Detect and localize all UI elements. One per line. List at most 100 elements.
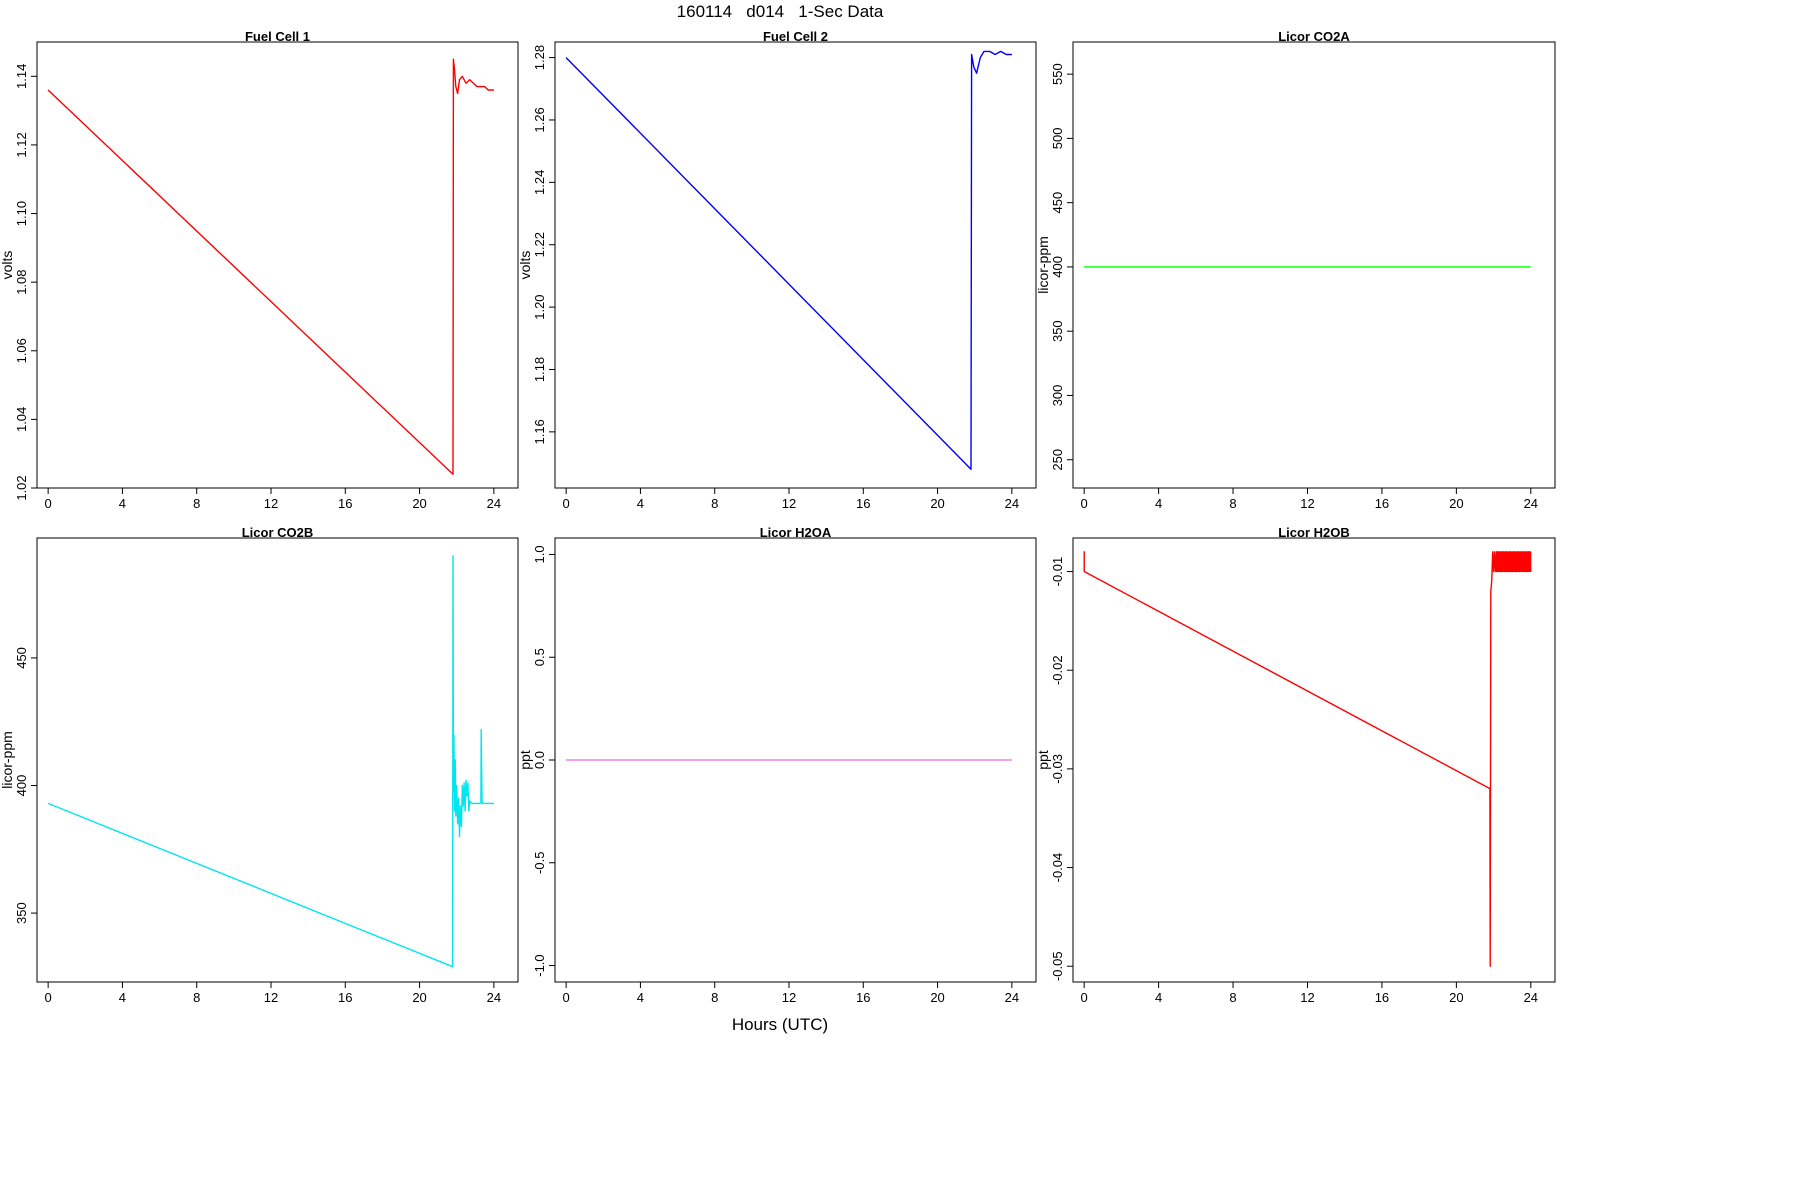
x-tick-label: 24 (487, 496, 501, 511)
y-axis-label: volts (517, 251, 533, 280)
y-tick-label: 400 (1050, 256, 1065, 278)
panel-title: Fuel Cell 1 (245, 29, 310, 44)
y-tick-label: 550 (1050, 63, 1065, 85)
plot-frame (1072, 41, 1556, 489)
x-tick-label: 8 (193, 990, 200, 1005)
x-tick-label: 0 (563, 990, 570, 1005)
y-tick-label: -1.0 (532, 954, 547, 976)
x-tick-label: 8 (1229, 990, 1236, 1005)
chart-panel-2: Fuel Cell 2 volts 0 4 8 12 16 20 24 1.16 1.18 1.20 1… (517, 29, 1037, 511)
y-axis-label: ppt (1035, 750, 1051, 770)
x-tick-label: 16 (856, 990, 870, 1005)
plot-frame (36, 537, 519, 983)
y-tick-label: 1.08 (14, 269, 29, 294)
x-tick-label: 0 (45, 496, 52, 511)
y-tick-label: 1.20 (532, 294, 547, 319)
x-tick-label: 24 (487, 990, 501, 1005)
x-tick-label: 4 (119, 990, 126, 1005)
y-tick-label: 1.16 (532, 419, 547, 444)
x-tick-label: 8 (193, 496, 200, 511)
x-tick-label: 0 (1081, 496, 1088, 511)
panel-title: Fuel Cell 2 (763, 29, 828, 44)
plot-frame (36, 41, 519, 489)
y-tick-label: 1.10 (14, 201, 29, 226)
x-tick-label: 12 (782, 990, 796, 1005)
series-line (47, 58, 494, 475)
x-tick-label: 4 (637, 990, 644, 1005)
panel-title: Licor H2OA (760, 525, 832, 540)
x-axis-label: Hours (UTC) (731, 1015, 829, 1034)
y-tick-label: 1.02 (14, 475, 29, 500)
y-tick-label: -0.01 (1050, 557, 1065, 587)
series-line (1083, 551, 1532, 967)
plot-frame (554, 41, 1037, 489)
x-tick-label: 12 (1300, 496, 1314, 511)
panel-title: Licor CO2A (1278, 29, 1350, 44)
figure-title: 160114 d014 1-Sec Data (676, 2, 884, 21)
x-tick-label: 0 (45, 990, 52, 1005)
x-tick-label: 0 (563, 496, 570, 511)
x-tick-label: 4 (1155, 990, 1162, 1005)
y-tick-label: 0.5 (532, 648, 547, 666)
x-tick-label: 20 (412, 990, 426, 1005)
x-tick-label: 24 (1005, 496, 1019, 511)
x-tick-label: 4 (119, 496, 126, 511)
y-tick-label: -0.04 (1050, 853, 1065, 883)
x-tick-label: 12 (264, 990, 278, 1005)
y-tick-label: 0.0 (532, 751, 547, 769)
y-tick-label: 450 (1050, 192, 1065, 214)
y-tick-label: 1.06 (14, 338, 29, 363)
y-tick-label: -0.03 (1050, 754, 1065, 784)
x-tick-label: 16 (856, 496, 870, 511)
y-tick-label: 500 (1050, 128, 1065, 150)
x-tick-label: 24 (1524, 990, 1538, 1005)
x-tick-label: 20 (1449, 496, 1463, 511)
y-tick-label: 1.22 (532, 232, 547, 257)
y-tick-label: -0.05 (1050, 951, 1065, 981)
chart-panel-6: Licor H2OB ppt 0 4 8 12 16 20 24 -0.05 -0.04 -0.03 -… (1035, 525, 1556, 1005)
chart-panel-4: Licor CO2B licor-ppm 0 4 8 12 16 20 24 350 400 450 (0, 525, 519, 1005)
y-tick-label: -0.5 (532, 852, 547, 874)
x-tick-label: 20 (412, 496, 426, 511)
y-tick-label: 1.24 (532, 170, 547, 195)
y-tick-label: 400 (14, 775, 29, 797)
chart-panel-5: Licor H2OA ppt 0 4 8 12 16 20 24 -1.0 -0.5 0.0 0.5 1.… (517, 525, 1037, 1005)
y-tick-label: 250 (1050, 449, 1065, 471)
y-tick-label: -0.02 (1050, 655, 1065, 685)
chart-panel-3: Licor CO2A licor-ppm 0 4 8 12 16 20 24 250 300 350 4… (1035, 29, 1556, 511)
y-tick-label: 1.26 (532, 107, 547, 132)
y-tick-label: 350 (1050, 320, 1065, 342)
y-tick-label: 300 (1050, 385, 1065, 407)
x-tick-label: 12 (1300, 990, 1314, 1005)
series-line (565, 50, 1012, 470)
x-tick-label: 4 (1155, 496, 1162, 511)
plot-frame (1072, 537, 1556, 983)
panel-title: Licor CO2B (242, 525, 314, 540)
chart-panel-1: Fuel Cell 1 volts 0 4 8 12 16 20 24 1.02 1.04 1.06 1… (0, 29, 519, 511)
x-tick-label: 20 (930, 496, 944, 511)
x-tick-label: 24 (1524, 496, 1538, 511)
y-tick-label: 350 (14, 902, 29, 924)
x-tick-label: 4 (637, 496, 644, 511)
y-axis-label: licor-ppm (1035, 236, 1051, 294)
series-line (47, 555, 494, 968)
y-tick-label: 1.28 (532, 45, 547, 70)
x-tick-label: 12 (782, 496, 796, 511)
y-tick-label: 450 (14, 647, 29, 669)
y-tick-label: 1.0 (532, 545, 547, 563)
y-axis-label: ppt (517, 750, 533, 770)
y-tick-label: 1.18 (532, 357, 547, 382)
x-tick-label: 16 (338, 496, 352, 511)
y-tick-label: 1.12 (14, 132, 29, 157)
x-tick-label: 0 (1081, 990, 1088, 1005)
y-axis-label: volts (0, 251, 15, 280)
x-tick-label: 8 (711, 990, 718, 1005)
x-tick-label: 16 (338, 990, 352, 1005)
y-tick-label: 1.04 (14, 407, 29, 432)
x-tick-label: 16 (1375, 990, 1389, 1005)
y-axis-label: licor-ppm (0, 731, 15, 789)
x-tick-label: 8 (711, 496, 718, 511)
x-tick-label: 16 (1375, 496, 1389, 511)
x-tick-label: 20 (930, 990, 944, 1005)
